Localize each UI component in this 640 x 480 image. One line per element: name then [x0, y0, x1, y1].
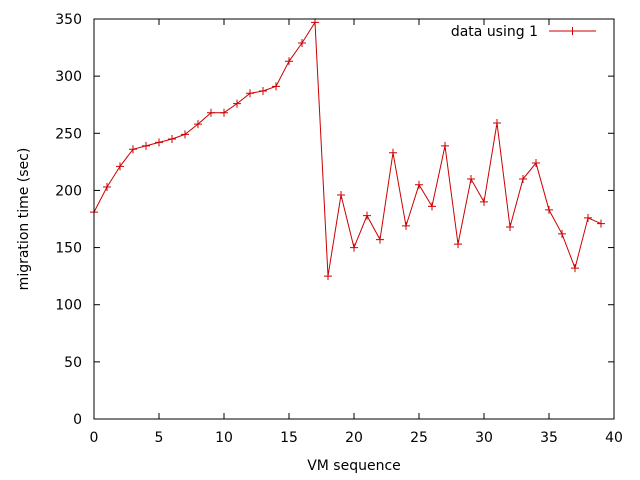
data-point: [337, 191, 345, 199]
y-tick-label: 150: [55, 241, 82, 257]
data-point: [519, 175, 527, 183]
data-point: [116, 162, 124, 171]
data-point: [207, 108, 215, 117]
data-point: [181, 130, 189, 139]
series-line: [93, 20, 602, 277]
data-point: [376, 235, 384, 244]
x-tick-label: 30: [475, 430, 493, 446]
x-tick-label: 20: [345, 430, 363, 446]
x-tick-label: 25: [410, 430, 428, 446]
series-layer: [90, 18, 605, 281]
data-point: [298, 39, 306, 47]
data-point: [285, 57, 293, 66]
data-point: [480, 197, 488, 206]
data-point: [597, 219, 605, 228]
y-tick-label: 200: [55, 183, 82, 199]
legend: data using 1: [451, 24, 596, 40]
data-point: [428, 202, 436, 211]
data-point: [441, 141, 449, 150]
x-tick-label: 10: [215, 430, 233, 446]
data-point: [584, 213, 592, 222]
data-point: [259, 87, 267, 95]
data-point: [415, 180, 423, 189]
data-point: [324, 272, 332, 281]
data-point: [233, 99, 241, 108]
data-point: [402, 221, 410, 230]
data-point: [142, 141, 150, 150]
data-point: [389, 148, 397, 157]
x-tick-label: 35: [540, 430, 558, 446]
data-point: [363, 211, 371, 220]
x-tick-label: 40: [605, 430, 623, 446]
data-point: [272, 82, 280, 91]
data-point: [454, 240, 462, 249]
data-point: [506, 223, 514, 231]
legend-marker: [568, 27, 577, 35]
y-axis-label: migration time (sec): [16, 148, 32, 291]
data-point: [155, 138, 163, 147]
data-point: [558, 229, 566, 238]
x-tick-label: 15: [280, 430, 298, 446]
y-tick-label: 0: [73, 412, 82, 428]
x-axis-label: VM sequence: [307, 458, 401, 474]
data-point: [467, 175, 475, 183]
y-tick-label: 300: [55, 69, 82, 85]
plot-frame: [93, 18, 615, 420]
axis-layer: 0 5 10 15 20 25 30 35 40 0 50 100 150 200 250 300 350: [55, 12, 623, 446]
legend-label: data using 1: [451, 24, 538, 40]
data-point: [571, 264, 579, 273]
y-tick-label: 350: [55, 12, 82, 28]
data-point: [311, 18, 319, 27]
x-tick-label: 0: [90, 430, 99, 446]
x-tick-label: 5: [155, 430, 164, 446]
y-tick-label: 50: [64, 355, 82, 371]
data-point: [103, 183, 111, 191]
data-point: [350, 243, 358, 252]
data-point: [493, 119, 501, 127]
data-point: [532, 159, 540, 167]
data-point: [194, 120, 202, 129]
y-tick-label: 250: [55, 126, 82, 142]
y-tick-label: 100: [55, 298, 82, 314]
data-point: [168, 135, 176, 143]
data-point: [246, 89, 254, 98]
data-point: [545, 205, 553, 214]
data-point: [129, 145, 137, 154]
data-point: [220, 108, 228, 117]
